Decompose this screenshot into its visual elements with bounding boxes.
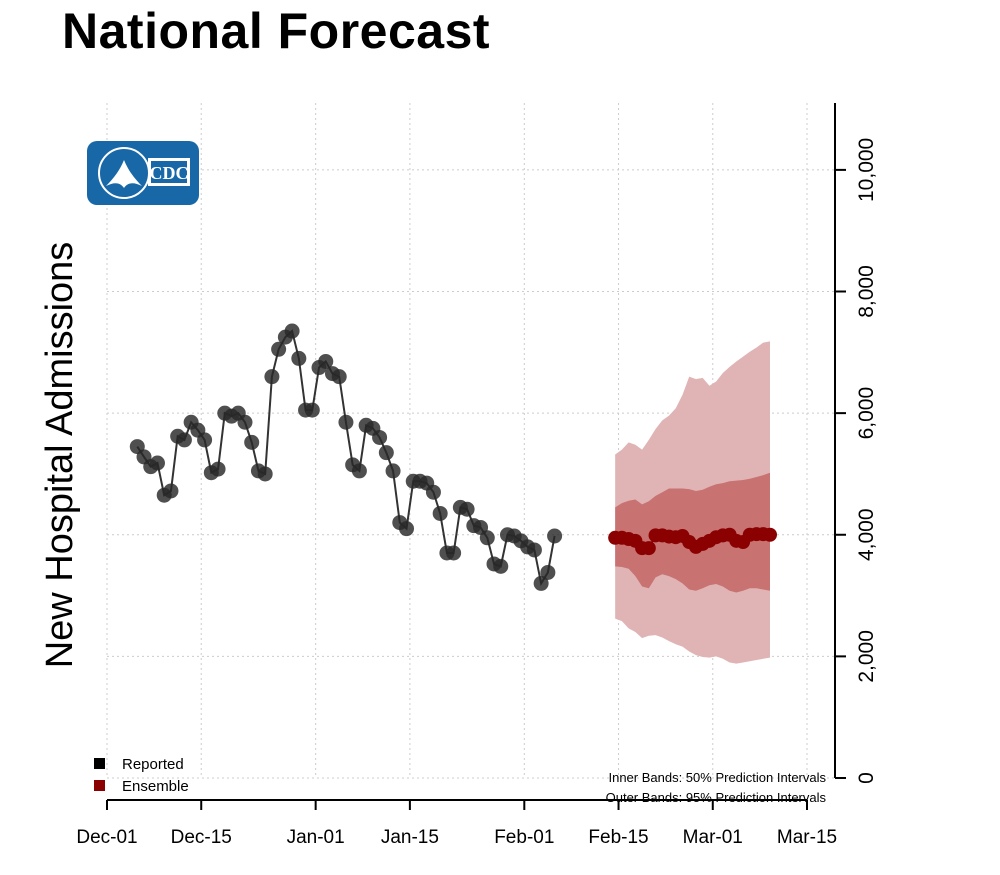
reported-point <box>163 483 179 499</box>
reported-point <box>432 505 448 521</box>
reported-point <box>526 542 542 558</box>
ensemble-point <box>641 541 656 556</box>
x-tick-label: Feb-01 <box>494 827 554 848</box>
x-tick-label: Dec-15 <box>171 827 232 848</box>
y-tick-label: 0 <box>855 772 878 784</box>
x-tick-label: Jan-01 <box>287 827 345 848</box>
note-inner-bands: Inner Bands: 50% Prediction Intervals <box>608 770 826 785</box>
y-axis-ticks: 0 2,000 4,000 6,000 8,000 10,000 <box>835 138 878 784</box>
band-50 <box>615 472 770 593</box>
legend-swatch-reported <box>94 758 105 769</box>
y-tick-label: 8,000 <box>855 265 878 318</box>
ensemble-point <box>762 527 777 542</box>
y-axis-label: New Hospital Admissions <box>39 242 81 669</box>
reported-point <box>425 484 441 500</box>
x-axis-ticks: Dec-01 Dec-15 Jan-01 Jan-15 Feb-01 Feb-15 Mar-… <box>76 800 837 848</box>
x-tick-label: Feb-15 <box>588 827 648 848</box>
x-tick-label: Jan-15 <box>381 827 439 848</box>
reported-point <box>149 455 165 471</box>
y-tick-label: 6,000 <box>855 387 878 440</box>
cdc-logo: CDC <box>87 141 199 205</box>
y-tick-label: 4,000 <box>855 508 878 561</box>
legend: Reported Ensemble <box>94 756 189 795</box>
axes <box>107 103 836 801</box>
reported-point <box>176 432 192 448</box>
chart-title: National Forecast <box>62 3 491 59</box>
reported-point <box>479 530 495 546</box>
x-tick-label: Mar-01 <box>683 827 743 848</box>
reported-point <box>399 521 415 537</box>
reported-point <box>257 466 273 482</box>
eagle-icon <box>106 160 142 188</box>
reported-point <box>331 369 347 385</box>
reported-point <box>318 353 334 369</box>
reported-point <box>378 445 394 461</box>
reported-point <box>446 545 462 561</box>
reported-point <box>284 323 300 339</box>
logo-text: CDC <box>150 163 189 183</box>
y-tick-label: 10,000 <box>855 138 878 202</box>
legend-label-ensemble: Ensemble <box>122 778 189 795</box>
reported-point <box>372 429 388 445</box>
legend-swatch-ensemble <box>94 780 105 791</box>
reported-point <box>197 432 213 448</box>
note-outer-bands: Outer Bands: 95% Prediction Intervals <box>606 790 827 805</box>
reported-point <box>304 402 320 418</box>
reported-point <box>533 575 549 591</box>
reported-point <box>271 341 287 357</box>
reported-point <box>459 501 475 517</box>
reported-line <box>136 329 556 587</box>
reported-point <box>493 558 509 574</box>
data-points <box>129 323 777 591</box>
reported-point <box>351 463 367 479</box>
prediction-bands <box>615 341 770 664</box>
reported-point <box>264 369 280 385</box>
reported-point <box>547 528 563 544</box>
reported-point <box>338 414 354 430</box>
x-tick-label: Mar-15 <box>777 827 837 848</box>
reported-point <box>210 461 226 477</box>
legend-label-reported: Reported <box>122 756 184 773</box>
reported-point <box>291 350 307 366</box>
reported-point <box>237 414 253 430</box>
x-tick-label: Dec-01 <box>76 827 137 848</box>
reported-point <box>244 434 260 450</box>
y-tick-label: 2,000 <box>855 630 878 683</box>
reported-point <box>385 463 401 479</box>
reported-point <box>540 564 556 580</box>
